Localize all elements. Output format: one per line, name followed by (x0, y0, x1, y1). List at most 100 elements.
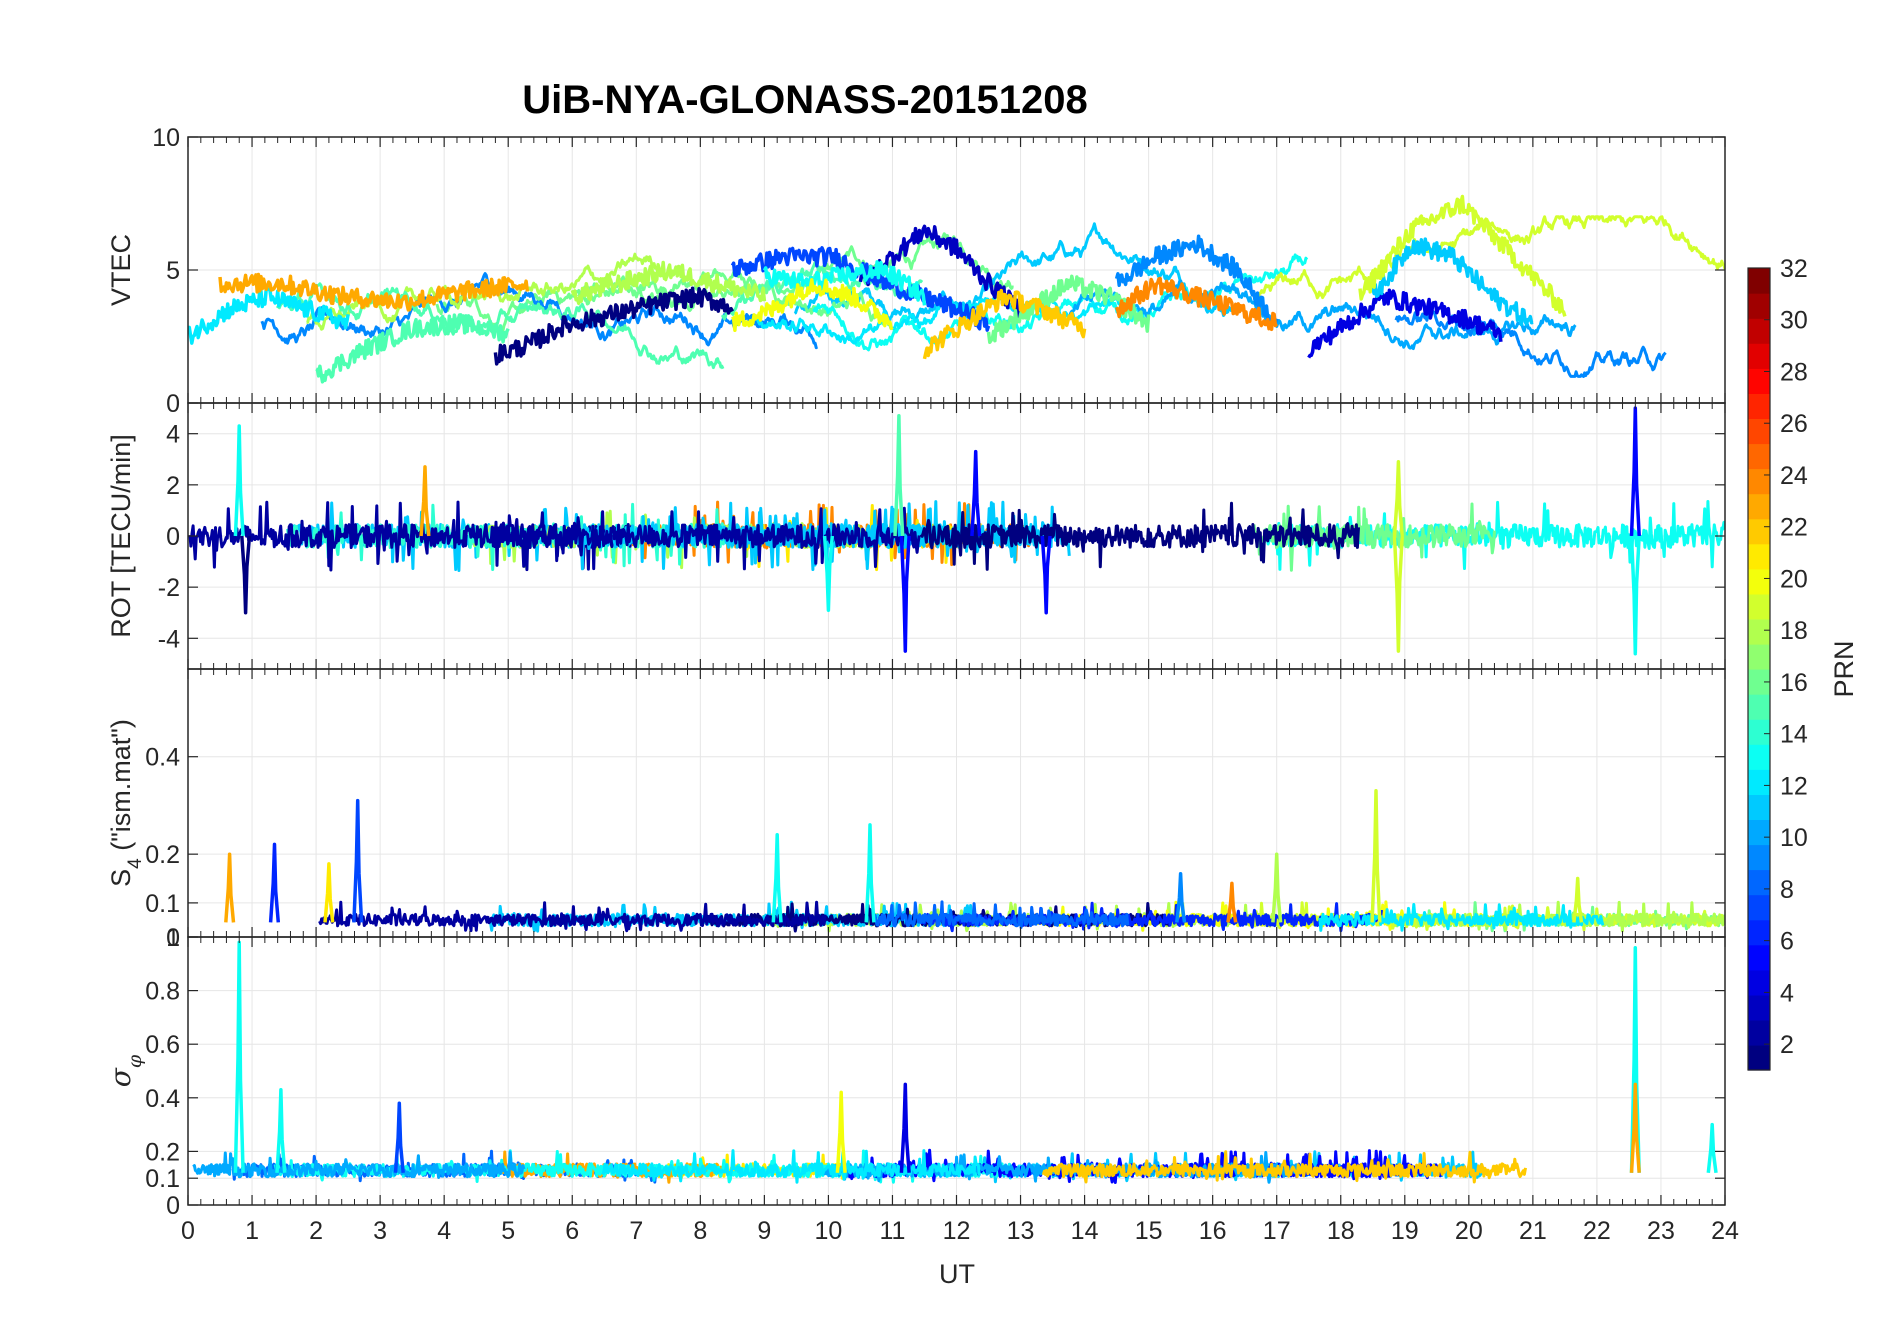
x-tick-label: 15 (1135, 1217, 1163, 1245)
x-tick-label: 21 (1519, 1217, 1547, 1245)
spike-mark (1629, 535, 1641, 656)
x-tick-label: 3 (373, 1217, 387, 1245)
y-tick-label: 0.4 (145, 1085, 180, 1113)
series-line (1394, 308, 1667, 378)
panel-data (192, 940, 1718, 1184)
series-line-prn-22 (922, 288, 1087, 360)
series-line-prn-15 (315, 313, 510, 384)
colorbar-step (1748, 543, 1770, 570)
colorbar-tick-label: 10 (1780, 824, 1808, 852)
series-line (1041, 1150, 1527, 1184)
y-tick-label: 0.8 (145, 978, 180, 1006)
x-axis-label: UT (939, 1259, 975, 1289)
series-line (492, 506, 921, 572)
series-line-prn-4 (1307, 288, 1503, 359)
colorbar-step (1748, 819, 1770, 846)
colorbar-tick-label: 18 (1780, 617, 1808, 645)
panel-data (224, 789, 1725, 933)
colorbar-tick-label: 14 (1780, 721, 1808, 749)
colorbar-tick-label: 6 (1780, 928, 1794, 956)
x-tick-label: 9 (757, 1217, 771, 1245)
y-tick-label: 0.1 (145, 890, 180, 918)
colorbar-step (1748, 568, 1770, 595)
colorbar-step (1748, 518, 1770, 545)
x-tick-label: 20 (1455, 1217, 1483, 1245)
y-tick-label: 0 (166, 1192, 180, 1220)
spike-mark (352, 798, 364, 923)
spike-mark (1392, 460, 1404, 537)
panel-vtec: 0 5 10 VTEC (106, 124, 1726, 418)
colorbar-step (1748, 994, 1770, 1021)
colorbar-step (1748, 293, 1770, 319)
y-tick-label: 10 (152, 124, 180, 152)
x-tick-label: 1 (245, 1217, 259, 1245)
colorbar-tick-label: 12 (1780, 772, 1808, 800)
colorbar-step (1748, 618, 1770, 645)
colorbar-tick-label: 30 (1780, 307, 1808, 335)
x-tick-label: 10 (815, 1217, 843, 1245)
spike-mark (771, 832, 783, 923)
colorbar-step (1748, 869, 1770, 896)
x-tick-label: 22 (1583, 1217, 1611, 1245)
x-tick-label: 6 (565, 1217, 579, 1245)
colorbar-step (1748, 719, 1770, 745)
spike-mark (268, 842, 281, 923)
colorbar-step (1748, 794, 1770, 820)
colorbar-step (1748, 268, 1770, 294)
spike-mark (1572, 876, 1584, 923)
y-axis-label: ROT [TECU/min] (106, 434, 136, 638)
colorbar-step (1748, 1019, 1770, 1046)
colorbar-step (1748, 1044, 1770, 1071)
x-tick-label: 8 (693, 1217, 707, 1245)
spike-mark (240, 535, 252, 615)
colorbar-tick-label: 4 (1780, 979, 1794, 1007)
colorbar-step (1748, 343, 1770, 369)
x-tick-label: 11 (879, 1217, 905, 1245)
series-line (872, 900, 1130, 929)
x-tick-label: 17 (1263, 1217, 1291, 1245)
spike-mark (899, 535, 911, 653)
colorbar-tick-label: 8 (1780, 876, 1794, 904)
y-tick-label: -4 (158, 625, 180, 653)
series-line (601, 1149, 981, 1184)
y-tick-label: 4 (166, 421, 180, 449)
y-tick-label: 0.2 (145, 1138, 180, 1166)
colorbar-label: PRN (1829, 640, 1859, 697)
x-tick-label: 13 (1007, 1217, 1035, 1245)
spike-mark (822, 535, 835, 612)
colorbar-step (1748, 694, 1770, 720)
series-line-prn-24 (1114, 276, 1279, 332)
chart-title: UiB-NYA-GLONASS-20151208 (522, 78, 1087, 122)
y-tick-label: 0.6 (145, 1031, 180, 1059)
series-line-prn-1 (493, 286, 734, 366)
colorbar-step (1748, 443, 1770, 470)
y-tick-label: 2 (166, 472, 180, 500)
panel-data (188, 194, 1725, 384)
series-line-prn-20 (730, 278, 894, 333)
x-tick-label: 12 (943, 1217, 971, 1245)
colorbar-tick-label: 16 (1780, 669, 1808, 697)
x-tick-label: 16 (1199, 1217, 1227, 1245)
series-line (1318, 903, 1605, 932)
colorbar-step (1748, 944, 1770, 971)
series-line (435, 276, 886, 334)
spike-mark (864, 823, 876, 923)
y-tick-label: 5 (166, 257, 180, 285)
spike-mark (893, 414, 905, 537)
colorbar-tick-label: 28 (1780, 358, 1808, 386)
y-tick-label: 0 (166, 924, 180, 952)
series-line-prn-3 (858, 224, 1023, 320)
spike-mark (1226, 881, 1238, 923)
spike-mark (233, 424, 245, 537)
colorbar-tick-label: 2 (1780, 1031, 1794, 1059)
colorbar-tick-label: 20 (1780, 565, 1808, 593)
spike-mark (1175, 871, 1187, 923)
y-tick-label: 0 (166, 523, 180, 551)
colorbar-step (1748, 418, 1770, 445)
x-tick-label: 0 (181, 1217, 195, 1245)
spike-mark (1629, 1082, 1641, 1173)
x-tick-label: 5 (501, 1217, 515, 1245)
colorbar-step (1748, 844, 1770, 871)
